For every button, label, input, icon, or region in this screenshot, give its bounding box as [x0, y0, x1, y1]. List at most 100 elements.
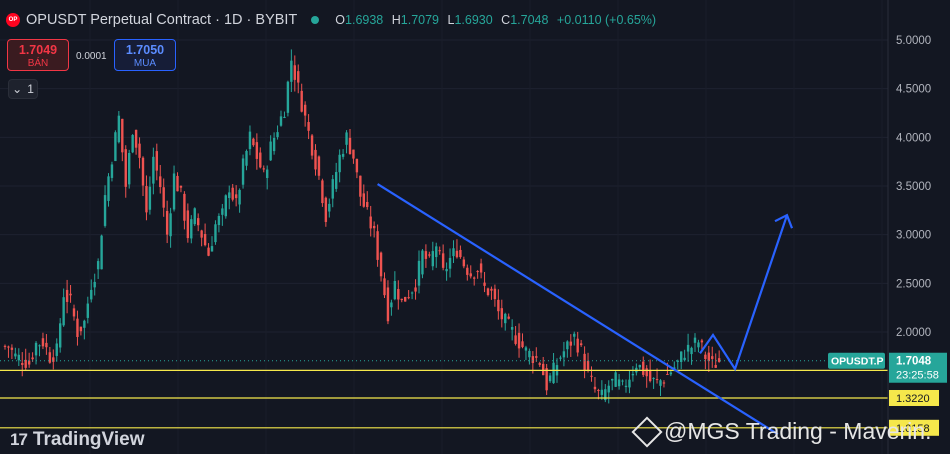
candle-body [341, 153, 345, 157]
candle-body [655, 379, 659, 381]
candle [207, 243, 210, 257]
candle-body [500, 308, 503, 320]
candle-body [586, 360, 590, 372]
candle [100, 234, 103, 270]
candle [366, 191, 369, 210]
candle-body [521, 341, 524, 348]
candle [317, 155, 321, 180]
lots-value: 1 [27, 82, 34, 96]
candle-body [680, 351, 683, 362]
candle-body [224, 195, 227, 217]
candle [614, 370, 617, 388]
candle [407, 290, 410, 300]
candle [683, 349, 686, 362]
candle-body [14, 353, 17, 357]
candle-body [704, 354, 707, 359]
candle [110, 161, 114, 182]
candle [552, 353, 555, 384]
y-tick-label: 5.0000 [896, 35, 931, 47]
candle-body [469, 273, 472, 277]
candle [255, 133, 259, 170]
candle-body [52, 357, 55, 362]
candle-body [234, 194, 238, 199]
candle-body [648, 370, 652, 382]
ohlc-legend: O1.6938 H1.7079 L1.6930 C1.7048 +0.0110 … [335, 13, 661, 27]
candle-body [686, 344, 690, 352]
candle-body [428, 254, 431, 256]
candle [286, 80, 290, 117]
price-axis[interactable]: 5.0000 4.5000 4.0000 3.5000 3.0000 2.5000 2.00… [887, 0, 931, 454]
candle [134, 129, 138, 155]
candle-body [376, 231, 379, 260]
candle [117, 110, 121, 144]
trendline [377, 183, 779, 436]
candle-body [462, 259, 466, 267]
candle [680, 351, 683, 370]
candle-body [307, 122, 310, 131]
candle [269, 135, 272, 161]
candle [331, 174, 334, 208]
candlestick-series [3, 49, 721, 404]
candle-body [417, 260, 421, 286]
candle [435, 242, 438, 268]
candle-body [628, 379, 631, 388]
ohlc-open-value: 1.6938 [345, 13, 384, 27]
candle-body [583, 353, 586, 370]
tradingview-logo[interactable]: 17 TradingView [10, 429, 145, 451]
y-tick-label: 2.0000 [896, 327, 931, 339]
candle-body [145, 186, 148, 213]
candle-body [110, 164, 114, 178]
candle-body [255, 142, 259, 159]
candle-body [266, 169, 269, 178]
candle-body [179, 185, 183, 188]
candle [352, 149, 355, 164]
candle-body [410, 292, 414, 294]
candle [455, 239, 459, 259]
candle [159, 164, 162, 194]
candle [576, 331, 579, 357]
candle [335, 162, 338, 192]
price-tag-countdown: 23:25:58 [896, 370, 939, 382]
candle [652, 377, 655, 389]
y-tick-label: 4.5000 [896, 84, 931, 96]
candle-body [17, 354, 20, 361]
candle [114, 130, 117, 162]
candle-body [355, 158, 359, 173]
candle [279, 110, 283, 127]
tradingview-icon: 17 [10, 430, 28, 449]
spread-value: 0.0001 [76, 51, 107, 62]
candle-body [252, 138, 255, 146]
candle-body [466, 267, 469, 275]
candle [686, 333, 690, 362]
chart-header: OP OPUSDT Perpetual Contract · 1D · BYBI… [6, 12, 661, 28]
candle-body [221, 208, 224, 215]
candle-body [548, 375, 552, 382]
candle-body [41, 338, 45, 347]
candle-body [379, 252, 383, 277]
symbol-title[interactable]: OPUSDT Perpetual Contract · 1D · BYBIT [26, 12, 298, 28]
candle-body [386, 287, 390, 322]
sell-button[interactable]: 1.7049 BÁN [7, 39, 69, 71]
candle [535, 347, 538, 362]
candle-body [48, 352, 52, 363]
candle-body [576, 338, 579, 353]
candle-body [262, 168, 265, 170]
candle-body [210, 246, 214, 252]
candle [38, 344, 41, 357]
candle-body [693, 337, 697, 343]
ohlc-close-value: 1.7048 [510, 13, 549, 27]
candle [600, 380, 604, 400]
candle-body [528, 350, 531, 358]
candle [386, 280, 390, 325]
candle [359, 175, 362, 206]
candle-body [324, 197, 328, 222]
candle [628, 370, 631, 394]
buy-button[interactable]: 1.7050 MUA [114, 39, 176, 71]
candle-body [514, 335, 517, 344]
candle [321, 178, 324, 207]
lots-selector[interactable]: ⌄ 1 [8, 79, 38, 99]
candle-body [297, 71, 300, 83]
candle [176, 172, 179, 192]
